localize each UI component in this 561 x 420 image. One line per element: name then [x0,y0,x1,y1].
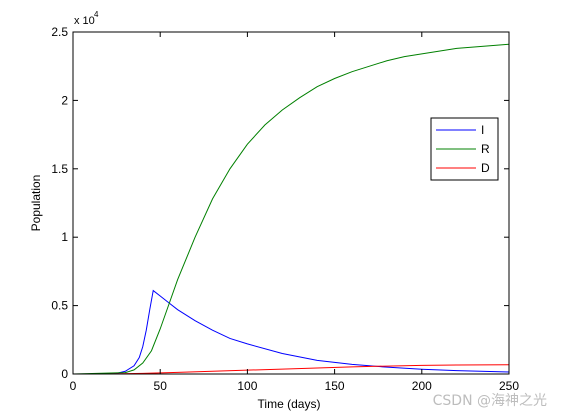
series-line-i [73,289,510,375]
y-tick-label: 2 [61,93,68,107]
legend-label-d: D [481,161,490,175]
plot-frame [72,31,510,375]
x-tick-label: 100 [237,379,257,393]
y-multiplier-exponent: 4 [94,10,99,19]
axes-layer: 0 50 100 150 200 250 0 0.5 1 1.5 2 2.5 [51,25,519,393]
x-tick-label: 200 [412,379,432,393]
series-layer [72,43,510,375]
y-tick-label: 0 [61,367,68,381]
x-tick-label: 250 [499,379,519,393]
x-tick-label: 150 [325,379,345,393]
series-line-d [73,364,510,375]
legend-label-i: I [481,123,484,137]
y-multiplier-label: x 10 [74,15,95,27]
y-tick-label: 1 [61,230,68,244]
y-axis-label: Population [29,175,43,232]
x-axis-label: Time (days) [258,397,321,411]
y-tick-label: 0.5 [51,299,68,313]
y-tick-label: 1.5 [51,162,68,176]
legend: I R D [430,117,499,181]
x-tick-label: 50 [154,379,168,393]
x-tick-label: 0 [70,379,77,393]
legend-label-r: R [481,142,490,156]
series-line-r [72,43,510,375]
watermark: CSDN @海神之光 [432,393,547,409]
y-tick-label: 2.5 [51,25,68,39]
